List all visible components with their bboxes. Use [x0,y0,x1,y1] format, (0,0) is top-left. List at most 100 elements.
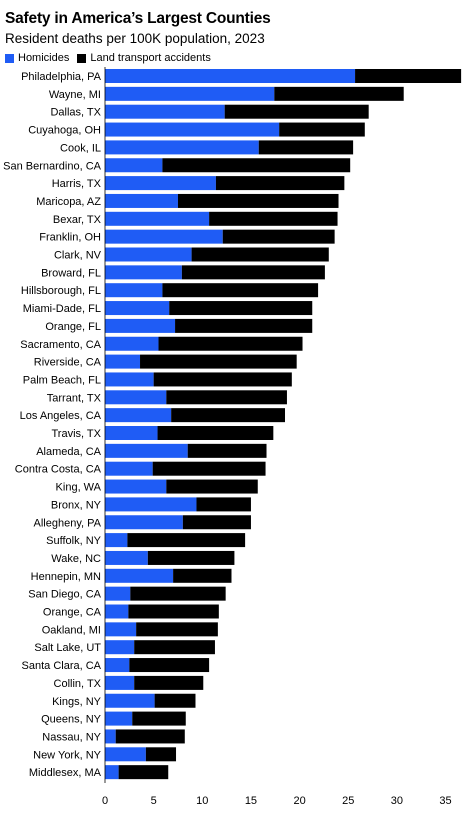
bar-land-transport [224,104,369,119]
category-label: Middlesex, MA [29,767,102,779]
bar-land-transport [209,211,338,226]
bar-land-transport [128,604,219,619]
bar-homicides [105,515,183,530]
bar-land-transport [196,497,251,512]
legend-label-homicides: Homicides [18,52,70,64]
bar-land-transport [173,568,232,583]
category-label: Wake, NC [51,553,101,565]
category-label: Allegheny, PA [34,517,102,529]
category-label: Los Angeles, CA [20,410,102,422]
bar-homicides [105,479,167,494]
bar-homicides [105,176,216,191]
bar-homicides [105,426,158,440]
category-label: Salt Lake, UT [34,642,101,654]
bar-land-transport [154,693,196,708]
bar-land-transport [134,675,204,690]
bar-homicides [105,336,159,351]
bar-land-transport [118,765,169,780]
legend-label-land-transport: Land transport accidents [90,52,211,64]
category-label: Cuyahoga, OH [28,125,101,137]
bar-land-transport [127,533,246,548]
bar-land-transport [145,747,177,762]
category-label: Oakland, MI [42,624,101,636]
chart-subtitle: Resident deaths per 100K population, 202… [5,31,265,46]
category-label: Miami-Dade, FL [23,303,101,315]
bar-homicides [105,229,223,244]
bar-homicides [105,675,135,690]
bar-land-transport [132,711,186,726]
bar-land-transport [158,336,303,351]
x-tick-label: 15 [245,795,257,807]
bar-land-transport [162,158,351,173]
bar-land-transport [157,426,274,440]
x-tick-label: 25 [342,795,354,807]
bar-homicides [105,104,225,119]
x-tick-label: 20 [293,795,305,807]
bar-land-transport [140,354,297,369]
category-label: Franklin, OH [39,232,101,244]
bar-land-transport [134,640,215,655]
legend-swatch-land-transport [77,53,87,63]
bar-homicides [105,122,280,137]
x-tick-label: 10 [196,795,208,807]
bar-homicides [105,408,172,423]
bar-homicides [105,354,141,369]
bar-homicides [105,461,153,476]
category-label: Bronx, NY [51,499,102,511]
bar-homicides [105,747,146,762]
legend-swatch-homicides [5,53,14,63]
bar-homicides [105,193,178,208]
category-label: Dallas, TX [50,107,101,119]
bar-land-transport [115,729,185,744]
category-label: Sacramento, CA [20,339,101,351]
bar-land-transport [355,69,462,83]
bar-land-transport [181,265,325,280]
bar-land-transport [153,372,292,387]
bar-homicides [105,658,130,673]
bar-land-transport [166,390,287,405]
category-label: Broward, FL [41,267,101,279]
category-label: King, WA [56,482,102,494]
category-label: Bexar, TX [53,214,102,226]
bar-homicides [105,586,131,601]
category-label: Tarrant, TX [47,392,102,404]
x-tick-label: 5 [151,795,157,807]
category-label: Nassau, NY [42,731,101,743]
bar-homicides [105,622,137,637]
category-label: Travis, TX [51,428,101,440]
chart-title: Safety in America’s Largest Counties [5,10,271,27]
category-label: Orange, FL [45,321,101,333]
bar-land-transport [152,461,266,476]
bar-land-transport [171,408,286,423]
category-label: Orange, CA [43,607,102,619]
bar-homicides [105,86,275,101]
category-label: Contra Costa, CA [15,464,102,476]
bar-homicides [105,729,116,744]
legend-item-land-transport: Land transport accidents [77,52,211,64]
category-label: Clark, NV [54,250,102,262]
category-label: Queens, NY [41,714,102,726]
bar-land-transport [191,247,329,262]
category-label: Santa Clara, CA [22,660,102,672]
category-label: Hillsborough, FL [21,285,101,297]
bar-homicides [105,533,128,548]
category-label: San Bernardino, CA [3,160,101,172]
bar-homicides [105,318,176,333]
category-label: Suffolk, NY [46,535,101,547]
bar-homicides [105,497,197,512]
category-label: Hennepin, MN [31,571,101,583]
bar-land-transport [279,122,365,137]
category-label: Collin, TX [54,678,102,690]
bar-homicides [105,640,135,655]
bar-land-transport [169,301,313,316]
chart-legend: Homicides Land transport accidents [5,52,219,64]
bar-land-transport [162,283,319,298]
bar-homicides [105,372,154,387]
bar-land-transport [130,586,226,601]
bar-homicides [105,765,119,780]
bar-land-transport [177,193,339,208]
bar-homicides [105,211,210,226]
x-tick-label: 35 [439,795,451,807]
bar-land-transport [274,86,404,101]
